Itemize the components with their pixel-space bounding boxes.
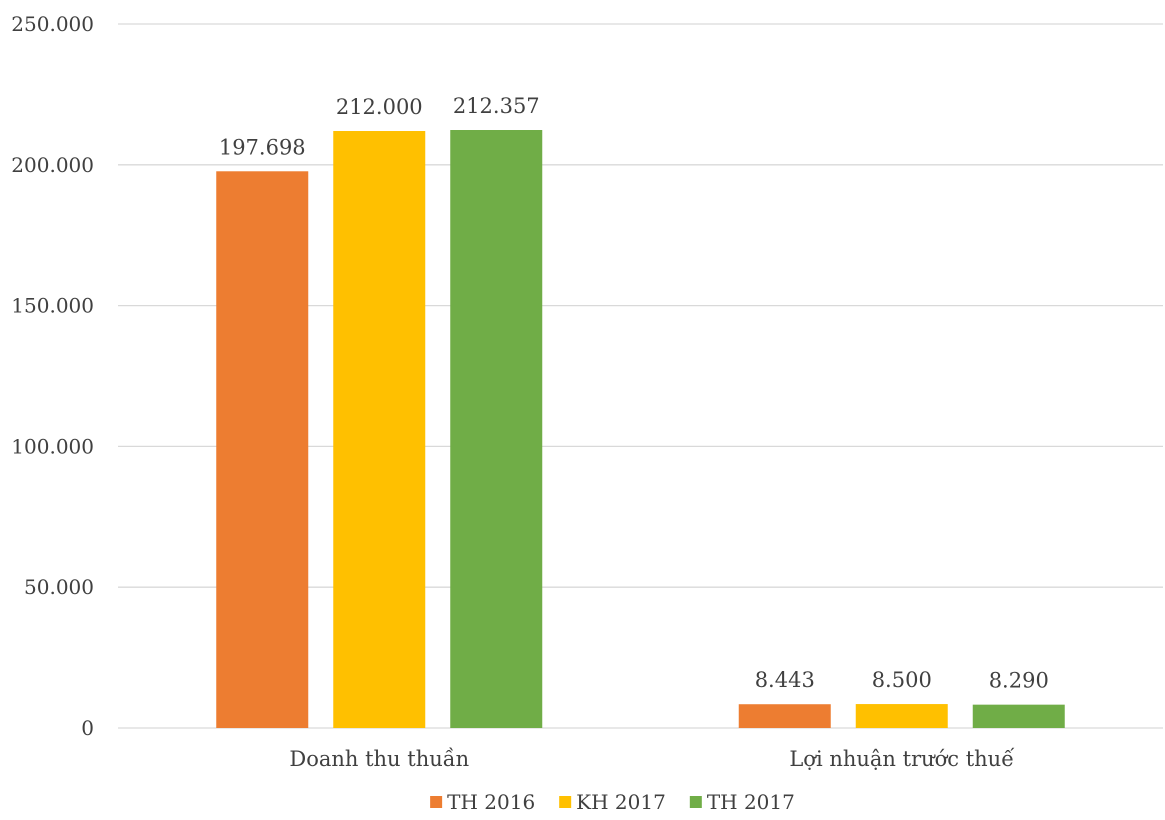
legend-swatch — [559, 796, 572, 808]
legend-item: KH 2017 — [559, 790, 666, 814]
data-labels: 197.698 212.000 212.357 8.443 8.500 8.290 — [219, 94, 1049, 693]
y-tick-label: 200.000 — [11, 153, 94, 177]
x-category-label: Doanh thu thuần — [289, 747, 469, 771]
y-tick-label: 250.000 — [11, 12, 94, 36]
bar — [855, 704, 948, 728]
bar — [972, 704, 1065, 728]
legend-swatch — [689, 796, 702, 808]
y-tick-label: 100.000 — [11, 434, 94, 458]
data-label: 212.357 — [453, 94, 540, 118]
data-label: 8.500 — [872, 668, 932, 692]
bar — [450, 130, 543, 728]
data-label: 8.290 — [989, 669, 1049, 693]
legend-item: TH 2017 — [689, 790, 795, 814]
data-label: 212.000 — [336, 95, 423, 119]
bars — [216, 130, 1065, 729]
y-axis-ticks: 0 50.000 100.000 150.000 200.000 250.000 — [11, 12, 94, 740]
y-tick-label: 0 — [81, 716, 94, 740]
legend-item: TH 2016 — [430, 790, 535, 814]
bar — [216, 171, 309, 729]
legend: TH 2016 KH 2017 TH 2017 — [430, 790, 795, 814]
legend-label: TH 2017 — [707, 790, 795, 814]
legend-label: TH 2016 — [447, 790, 535, 814]
y-tick-label: 150.000 — [11, 294, 94, 318]
data-label: 8.443 — [755, 668, 815, 692]
bar — [738, 704, 831, 728]
legend-label: KH 2017 — [576, 790, 666, 814]
x-category-label: Lợi nhuận trước thuế — [789, 747, 1015, 771]
data-label: 197.698 — [219, 135, 306, 159]
y-tick-label: 50.000 — [24, 575, 94, 599]
x-axis-categories: Doanh thu thuần Lợi nhuận trước thuế — [289, 747, 1015, 771]
bar — [333, 131, 426, 728]
legend-swatch — [430, 796, 443, 808]
